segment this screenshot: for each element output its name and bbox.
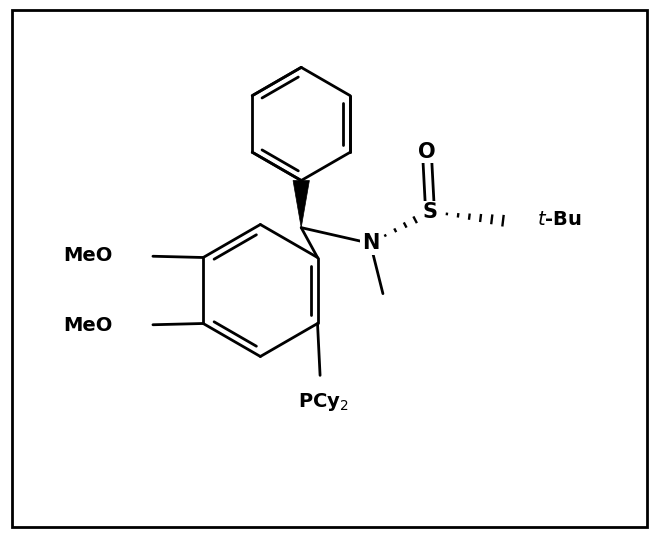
Text: MeO: MeO — [63, 316, 113, 335]
Text: $t$-Bu: $t$-Bu — [537, 210, 582, 229]
Text: N: N — [362, 234, 379, 253]
Text: PCy$_2$: PCy$_2$ — [298, 391, 349, 413]
Text: MeO: MeO — [63, 246, 113, 265]
Polygon shape — [293, 180, 309, 228]
Text: S: S — [422, 202, 438, 222]
Text: O: O — [418, 142, 436, 162]
